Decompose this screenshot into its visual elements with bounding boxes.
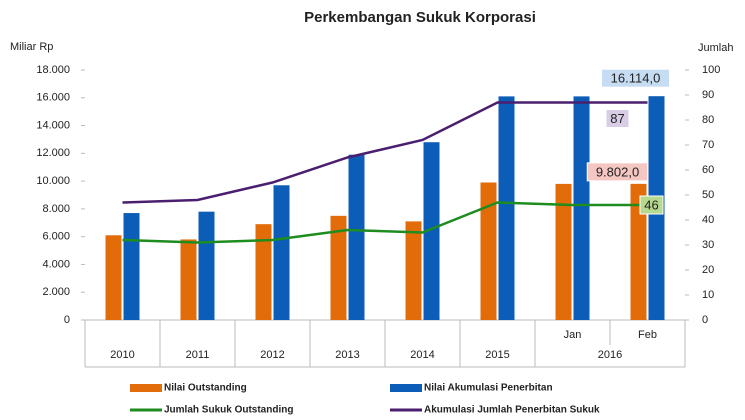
y2-tick-label: 50 [702,189,714,201]
y-tick-label: 14.000 [36,119,70,131]
legend-label: Jumlah Sukuk Outstanding [164,405,293,416]
y2-tick-label: 40 [702,214,714,226]
value-label: 9.802,0 [596,164,639,179]
y-tick-label: 0 [64,314,70,326]
value-label: 16.114,0 [611,71,661,86]
x-tick-label: Feb [638,329,657,341]
y2-tick-label: 0 [702,314,708,326]
bar [405,221,422,320]
x-tick-label: 2011 [186,349,210,361]
bar [498,96,515,320]
y-tick-label: 8.000 [42,203,70,215]
y-tick-label: 2.000 [42,286,70,298]
value-label: 87 [610,111,624,126]
value-label-box [639,195,664,215]
y-tick-label: 16.000 [36,92,70,104]
bar [198,211,215,320]
bar [555,183,572,320]
chart-title: Perkembangan Sukuk Korporasi [304,9,536,26]
bar [330,215,347,320]
bar [273,185,290,320]
y2-tick-label: 20 [702,264,714,276]
y-tick-label: 18.000 [36,64,70,76]
y-tick-label: 6.000 [42,231,70,243]
bar [630,183,647,320]
y-axis-label: Miliar Rp [10,41,53,53]
value-label-box [586,162,649,182]
legend-swatch [390,384,422,392]
y2-tick-label: 70 [702,139,714,151]
y-tick-label: 12.000 [36,147,70,159]
y-tick-label: 10.000 [36,175,70,187]
x-tick-label: 2013 [335,349,359,361]
bar [255,224,272,320]
bar [105,235,122,320]
bar [480,182,497,320]
legend-label: Nilai Akumulasi Penerbitan [424,383,553,394]
x-tick-label: Jan [564,329,582,341]
x-tick-label: 2010 [110,349,134,361]
bar [423,142,440,320]
y2-tick-label: 60 [702,164,714,176]
y2-tick-label: 10 [702,289,714,301]
value-label: 46 [644,197,658,212]
y-tick-label: 4.000 [42,258,70,270]
x-tick-label: 2012 [260,349,284,361]
legend-swatch [130,384,162,392]
line-series [122,201,648,244]
bar [348,154,365,320]
y2-axis-label: Jumlah [698,42,733,54]
x-tick-label: 2014 [410,349,434,361]
legend-label: Nilai Outstanding [164,383,247,394]
value-label-box [605,109,630,128]
bar [180,239,197,320]
bar [123,213,140,320]
y2-tick-label: 30 [702,239,714,251]
x-group-label: 2016 [598,349,622,361]
value-label-box [601,68,670,88]
legend-label: Akumulasi Jumlah Penerbitan Sukuk [424,405,600,416]
line-series [122,101,648,204]
y2-tick-label: 100 [702,64,720,76]
x-tick-label: 2015 [485,349,509,361]
bar [573,96,590,320]
y2-tick-label: 90 [702,89,714,101]
y2-tick-label: 80 [702,114,714,126]
